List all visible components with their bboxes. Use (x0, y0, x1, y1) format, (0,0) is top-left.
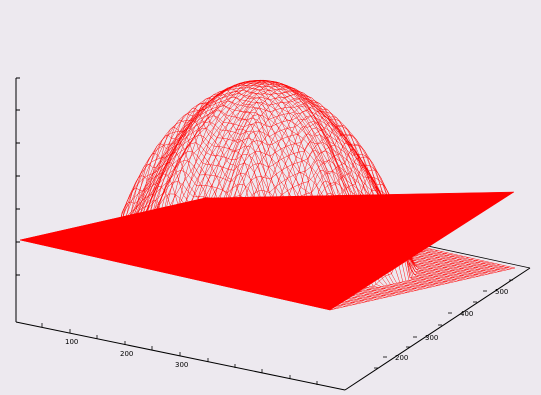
surface-mesh-line (124, 81, 435, 287)
surface-mesh-line (63, 151, 374, 301)
y-tick-label: 200 (395, 354, 408, 362)
y-tick-label: 500 (495, 288, 508, 296)
surface-mesh-line (109, 81, 420, 290)
surface-mesh-line (177, 170, 488, 275)
surface-mesh-line (180, 182, 491, 274)
surface-mesh-line (167, 142, 479, 277)
x-axis-line (15, 321, 346, 391)
surface-mesh-line (56, 169, 368, 302)
surface-mesh-line (158, 121, 469, 279)
surface-mesh-line (149, 105, 460, 281)
surface-mesh-line (19, 239, 331, 311)
surface-mesh-line (161, 127, 472, 279)
surface-mesh-line (78, 115, 389, 297)
surface-mesh-line (195, 199, 506, 271)
surface-mesh-line (164, 134, 475, 278)
surface-mesh-line (186, 201, 497, 273)
surface-mesh-line (72, 128, 383, 299)
x-tick-label: 300 (175, 361, 188, 369)
surface-mesh-line (66, 142, 377, 300)
surface-mesh-line (41, 234, 352, 306)
surface-mesh-line (103, 85, 414, 292)
surface-mesh-line (189, 201, 500, 272)
surface-mesh-line (146, 101, 457, 282)
x-tick-label: 100 (65, 338, 78, 346)
surface-group (19, 79, 516, 311)
surface-mesh-line (204, 197, 516, 269)
y-tick-label: 300 (425, 334, 438, 342)
surface-mesh-line (44, 220, 355, 305)
surface-mesh-line (192, 200, 503, 272)
surface-mesh-line (29, 237, 340, 309)
surface-mesh-line (112, 80, 423, 290)
surface-mesh-line (121, 80, 432, 288)
surface-mesh-line (32, 236, 343, 308)
surface-mesh-line (84, 105, 395, 296)
x-tick-label: 200 (120, 350, 133, 358)
surface-mesh-line (23, 239, 334, 310)
surface-mesh-line (134, 88, 445, 285)
surface-mesh-line (100, 87, 411, 293)
y-axis-line (344, 267, 531, 391)
surface-mesh-line (53, 181, 364, 303)
surface-mesh-line (35, 236, 346, 307)
surface-mesh-line (174, 160, 485, 276)
surface-mesh-line (198, 199, 509, 270)
surface-mesh-line (69, 134, 380, 300)
tick-labels-group: 100 200 300 200 300 400 500 (65, 288, 508, 369)
front-axes-group (15, 267, 531, 391)
surface-mesh-line (97, 90, 408, 293)
surface-mesh-line (93, 93, 405, 294)
surface-mesh-line (155, 115, 466, 280)
surface-mesh-line (50, 193, 361, 304)
surface-mesh-line (137, 91, 448, 284)
surface-mesh-line (140, 94, 451, 283)
surface-mesh-line (81, 110, 392, 297)
surface-mesh-line (201, 198, 512, 269)
surface-mesh (19, 79, 516, 311)
surface-mesh-line (38, 235, 349, 307)
surface-mesh-line (183, 194, 494, 274)
y-tick-label: 400 (460, 310, 473, 318)
surface-mesh-line (106, 82, 417, 291)
surface-mesh-line (60, 159, 371, 302)
surface-mesh-line (47, 206, 358, 304)
surface-mesh-line (171, 150, 482, 276)
surface-mesh-line (26, 238, 337, 309)
